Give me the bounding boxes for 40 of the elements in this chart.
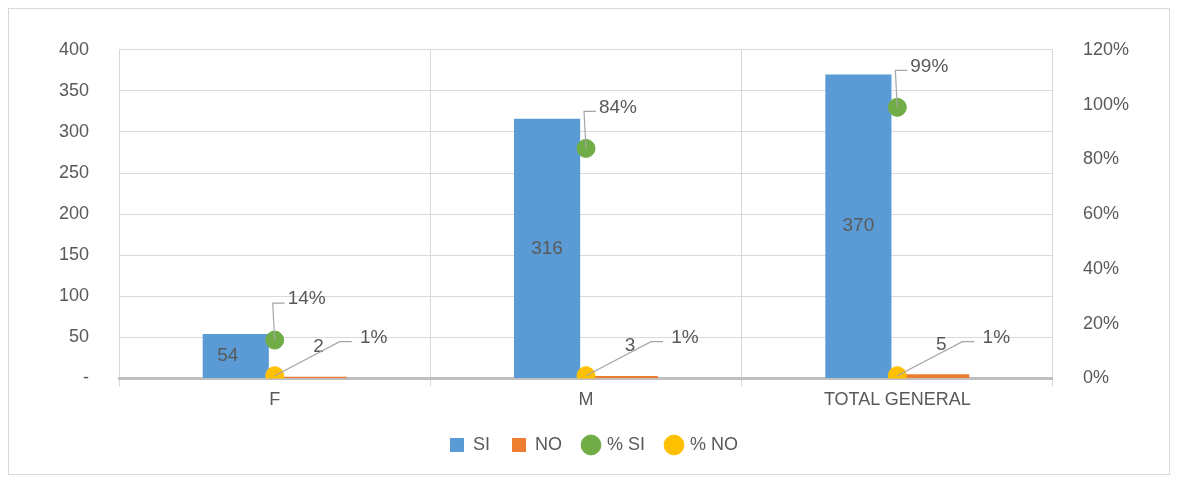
y2-tick-label: 100% xyxy=(1082,93,1130,114)
data-label: 84% xyxy=(598,95,638,117)
y-tick-label: 150 xyxy=(58,244,90,265)
y-tick-label: 50 xyxy=(69,326,90,347)
x-tick-label: F xyxy=(269,389,281,410)
legend-label: % NO xyxy=(690,433,739,454)
y-tick-label: - xyxy=(83,367,90,388)
data-label: 370 xyxy=(842,214,875,236)
y2-tick-label: 120% xyxy=(1082,38,1130,59)
x-tick-label: M xyxy=(578,389,594,410)
y2-tick-label: 40% xyxy=(1082,257,1119,278)
data-label: 14% xyxy=(287,287,326,309)
legend-label: % SI xyxy=(606,433,646,454)
bar xyxy=(202,334,269,378)
y2-tick-label: 20% xyxy=(1082,312,1119,333)
y-tick-label: 300 xyxy=(58,120,90,141)
legend-label: NO xyxy=(534,433,562,454)
data-label: 3 xyxy=(624,334,636,356)
data-label: 1% xyxy=(671,325,699,347)
data-label: 2 xyxy=(313,334,324,356)
data-label: 1% xyxy=(359,325,388,347)
y2-tick-label: 0% xyxy=(1082,367,1109,388)
bar xyxy=(825,74,892,378)
y-tick-label: 350 xyxy=(58,79,90,100)
y-tick-label: 100 xyxy=(58,285,90,306)
y2-tick-label: 80% xyxy=(1082,148,1119,169)
y-tick-label: 400 xyxy=(58,38,90,59)
x-tick-label: TOTAL GENERAL xyxy=(823,389,971,410)
point xyxy=(887,97,907,117)
data-label: 5 xyxy=(935,332,947,354)
data-label: 54 xyxy=(217,344,239,366)
point xyxy=(576,138,596,158)
legend-label: SI xyxy=(472,433,490,454)
y2-tick-label: 60% xyxy=(1082,203,1119,224)
bar xyxy=(514,118,581,378)
y-tick-label: 250 xyxy=(58,161,90,182)
data-label: 316 xyxy=(531,236,563,258)
y-tick-label: 200 xyxy=(58,203,90,224)
data-label: 99% xyxy=(910,54,949,76)
data-label: 1% xyxy=(982,325,1011,347)
